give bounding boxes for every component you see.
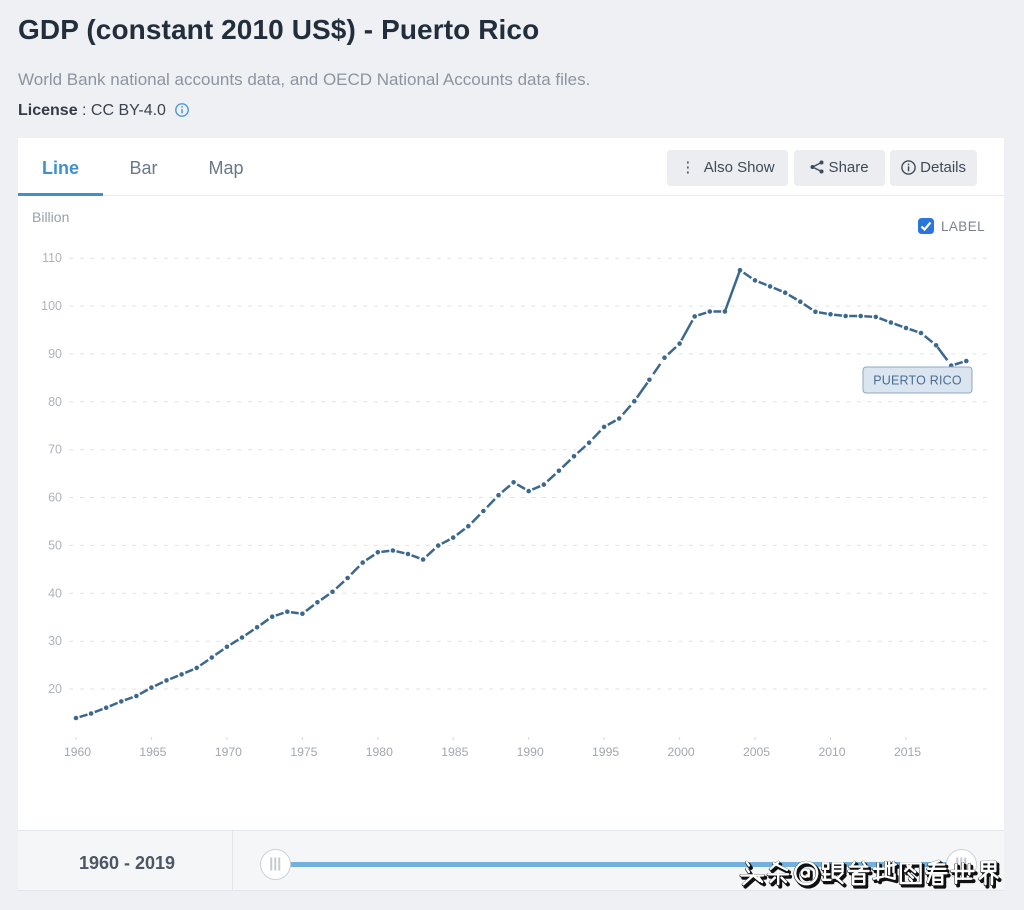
svg-text:1995: 1995 bbox=[592, 745, 619, 759]
svg-text:60: 60 bbox=[48, 491, 62, 505]
svg-text:110: 110 bbox=[42, 251, 62, 265]
svg-text:100: 100 bbox=[41, 299, 62, 313]
svg-text:Billion: Billion bbox=[32, 209, 69, 225]
svg-text:1960: 1960 bbox=[64, 745, 91, 759]
svg-text:1985: 1985 bbox=[441, 745, 468, 759]
svg-text:50: 50 bbox=[48, 538, 62, 552]
svg-text:40: 40 bbox=[48, 586, 62, 600]
svg-text:1970: 1970 bbox=[215, 745, 242, 759]
svg-text:90: 90 bbox=[48, 347, 62, 361]
svg-text:1975: 1975 bbox=[290, 745, 317, 759]
svg-text:30: 30 bbox=[48, 634, 62, 648]
svg-text:2000: 2000 bbox=[668, 745, 695, 759]
svg-text:20: 20 bbox=[48, 682, 62, 696]
svg-text:1980: 1980 bbox=[366, 745, 393, 759]
svg-text:2005: 2005 bbox=[743, 745, 770, 759]
svg-text:70: 70 bbox=[48, 443, 62, 457]
svg-text:2015: 2015 bbox=[894, 745, 921, 759]
svg-text:80: 80 bbox=[48, 395, 62, 409]
svg-text:1965: 1965 bbox=[139, 745, 166, 759]
svg-text:PUERTO RICO: PUERTO RICO bbox=[873, 374, 962, 388]
svg-text:1990: 1990 bbox=[517, 745, 544, 759]
svg-text:2010: 2010 bbox=[818, 745, 845, 759]
